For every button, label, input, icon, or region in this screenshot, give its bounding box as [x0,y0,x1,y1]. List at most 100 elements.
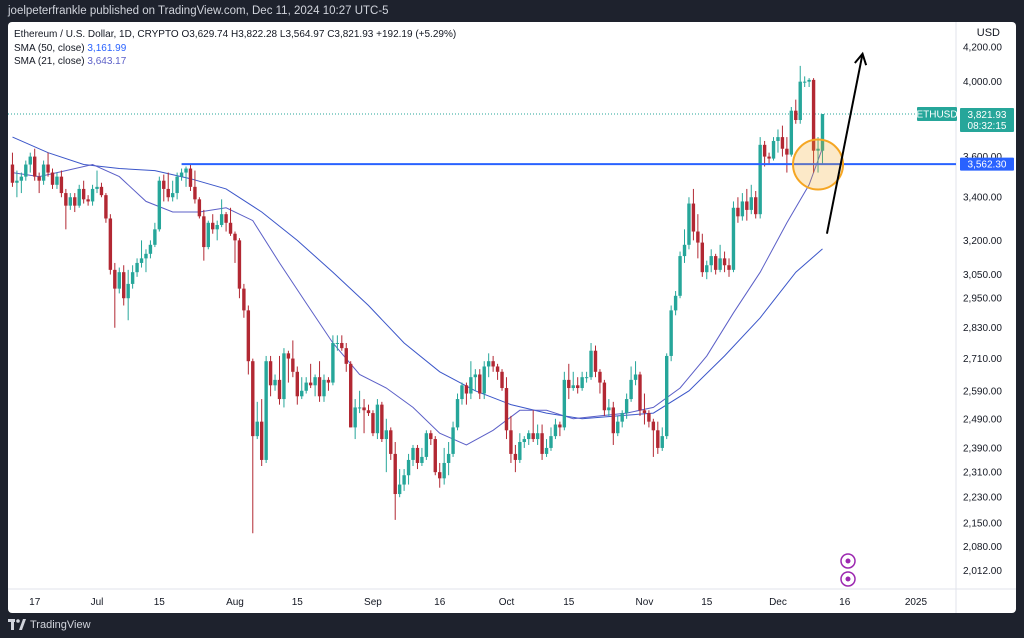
event-icon-dot [845,558,851,564]
candle-body [482,366,486,394]
candle-body [540,433,544,454]
candle-body [259,421,264,460]
candle-body [55,176,59,185]
sma21-row[interactable]: SMA (21, close) 3,643.17 [14,55,456,69]
footer-bar: TradingView [0,613,1024,638]
candle-body [73,197,77,206]
candle-body [504,388,509,431]
currency-button[interactable]: USD [976,27,1000,39]
candle-body [740,201,745,217]
candle-body [211,222,215,230]
candle-body [749,197,753,210]
candle-body [758,144,762,215]
candle-body [736,207,740,217]
price-chart[interactable]: 4,200.004,000.003,600.003,400.003,200.00… [8,22,1016,613]
candle-body [331,342,335,383]
candle-body [611,407,615,434]
y-tick-label: 2,710.00 [963,354,1002,365]
sma50-label: SMA (50, close) [14,42,85,54]
candle-body [589,350,593,378]
candle-body [531,433,535,440]
candle-body [113,269,117,289]
x-tick-label: 2025 [905,597,928,608]
candle-body [148,244,153,254]
level-badge-text: 3,562.30 [968,160,1007,171]
candle-body [393,453,397,495]
ohlc-low: L3,564.97 [279,29,325,40]
trend-arrow-head [854,51,868,66]
candle-body [86,199,90,202]
candle-body [451,427,455,454]
candle-body [15,180,19,183]
tradingview-logo[interactable]: TradingView [8,619,91,631]
footer-brand: TradingView [30,619,91,631]
candle-body [219,214,224,225]
candle-body [420,456,424,463]
candle-body [362,407,366,411]
candle-body [104,195,108,219]
candle-body [562,379,567,428]
candle-body [544,447,549,454]
candle-body [442,462,446,479]
candle-body [162,180,166,189]
symbol-name[interactable]: Ethereum / U.S. Dollar, 1D, CRYPTO [14,29,179,40]
chart-panel[interactable]: 4,200.004,000.003,600.003,400.003,200.00… [8,22,1016,613]
candle-body [335,342,340,344]
candle-body [584,377,589,379]
candle-body [117,272,121,289]
ohlc-open: O3,629.74 [181,29,229,40]
candle-body [767,156,771,159]
candle-body [415,447,420,463]
candle-body [696,231,700,243]
y-tick-label: 3,200.00 [963,236,1002,247]
candle-body [607,407,611,411]
candle-body [535,433,540,440]
candle-body [126,283,130,299]
candle-body [402,475,406,485]
candle-body [424,433,429,457]
y-tick-label: 4,200.00 [963,42,1002,53]
y-tick-label: 2,012.00 [963,566,1002,577]
last-price-badge-text: 08:32:15 [968,121,1007,132]
y-tick-label: 2,830.00 [963,323,1002,334]
candle-body [228,222,233,234]
candle-body [495,366,500,372]
candle-body [651,421,656,431]
candle-body [380,404,384,440]
candle-body [300,390,304,397]
candle-body [713,256,718,270]
candle-body [340,342,344,349]
candle-body [464,385,469,394]
candle-body [807,79,811,82]
candle-body [660,436,664,448]
candle-body [179,172,184,177]
candle-body [602,382,607,411]
sma50-row[interactable]: SMA (50, close) 3,161.99 [14,42,456,56]
candle-body [580,377,584,389]
sma50-line [12,136,823,420]
x-tick-label: Jul [91,597,104,608]
candle-body [322,379,326,397]
candle-body [478,374,482,394]
candle-body [669,310,673,356]
candle-body [251,361,255,437]
candle-body [705,265,709,273]
candle-body [798,81,802,121]
candle-body [722,258,727,266]
candle-body [518,442,522,460]
candle-body [224,214,228,223]
candle-body [527,433,531,440]
x-tick-label: 16 [434,597,446,608]
candle-body [99,186,104,196]
candle-body [277,379,282,400]
candle-body [366,410,371,414]
candle-body [656,430,660,448]
candle-body [41,164,46,181]
candle-body [122,272,126,299]
candle-body [77,188,81,206]
candle-body [157,180,162,230]
event-icon-dot [845,576,851,582]
candle-body [24,164,28,177]
candle-body [215,224,219,230]
sma21-label: SMA (21, close) [14,56,85,67]
